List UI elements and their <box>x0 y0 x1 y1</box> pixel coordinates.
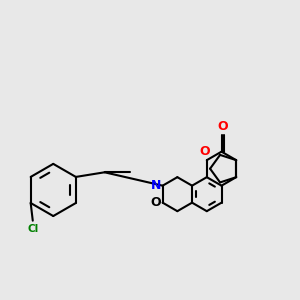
Text: Cl: Cl <box>27 224 38 234</box>
Text: O: O <box>218 120 228 133</box>
Text: O: O <box>200 146 210 158</box>
Text: N: N <box>151 179 161 192</box>
Text: O: O <box>150 196 161 209</box>
